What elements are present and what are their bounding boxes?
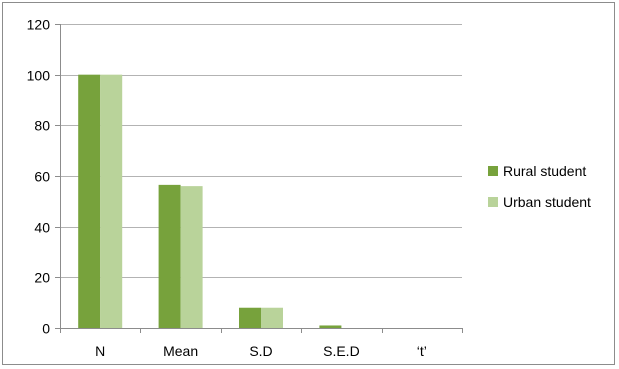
grid-layer — [60, 24, 462, 278]
bar-rural — [239, 307, 261, 328]
y-tick-label: 120 — [27, 17, 51, 33]
bars-layer — [78, 74, 342, 329]
bar-urban — [261, 307, 283, 328]
y-tick-label: 60 — [34, 169, 50, 185]
legend-label-rural: Rural student — [503, 163, 586, 179]
legend: Rural student Urban student — [488, 163, 591, 210]
bar-urban — [180, 186, 203, 328]
x-tick-label: S.D — [249, 343, 272, 359]
y-tick-label: 80 — [34, 118, 50, 134]
axis-layer: 0 20 40 60 80 100 120 N Mean S.D S.E.D ‘t’ — [27, 17, 463, 359]
bar-rural — [158, 184, 181, 328]
y-tick-label: 40 — [34, 220, 50, 236]
legend-swatch-urban — [488, 197, 498, 207]
x-tick-label: Mean — [163, 343, 198, 359]
x-tick-label: N — [95, 343, 105, 359]
y-tick-label: 0 — [42, 321, 50, 337]
legend-label-urban: Urban student — [503, 194, 591, 210]
x-tick-label: S.E.D — [323, 343, 360, 359]
bar-rural — [319, 325, 342, 328]
bar-urban — [100, 74, 123, 329]
x-tick-label: ‘t’ — [417, 343, 427, 359]
y-tick-label: 100 — [27, 68, 51, 84]
legend-swatch-rural — [488, 166, 498, 176]
y-tick-label: 20 — [34, 270, 50, 286]
bar-rural — [78, 74, 101, 329]
